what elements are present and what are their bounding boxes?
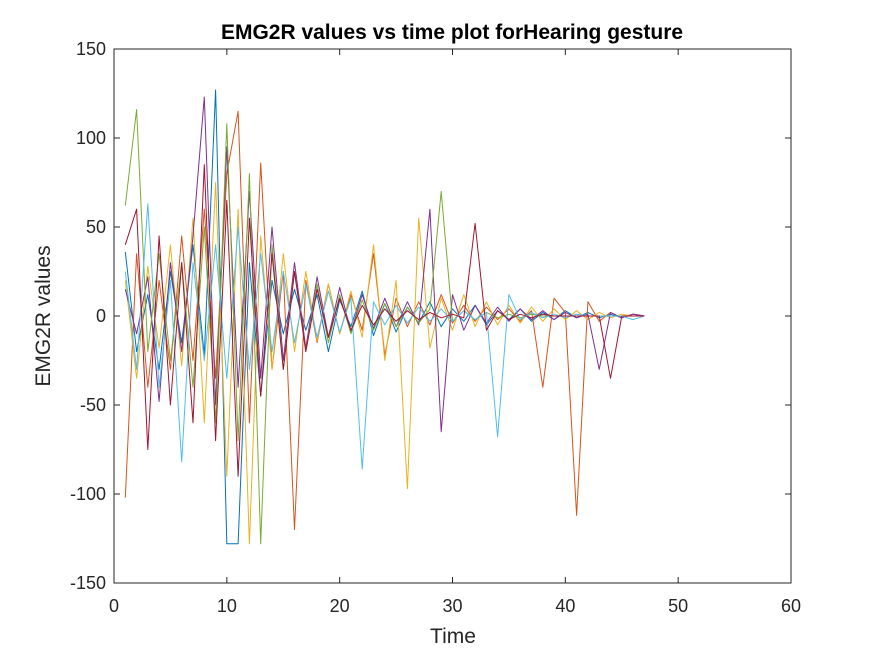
series-line-7 [124, 164, 645, 477]
y-tick-label: 50 [86, 217, 106, 237]
y-tick-label: 100 [76, 128, 106, 148]
x-tick-label: 10 [217, 596, 237, 616]
series-line-2 [124, 110, 645, 531]
series-group [124, 89, 645, 545]
x-tick-label: 20 [330, 596, 350, 616]
y-tick-label: -100 [70, 484, 106, 504]
x-axis: 0 10 20 30 40 50 60 [109, 49, 801, 616]
chart-title: EMG2R values vs time plot forHearing ges… [221, 21, 683, 44]
series-line-6 [124, 203, 645, 470]
x-axis-label: Time [430, 625, 476, 648]
y-tick-label: -150 [70, 573, 106, 593]
y-tick-label: 150 [76, 39, 106, 59]
x-tick-label: 40 [555, 596, 575, 616]
series-line-4 [124, 96, 645, 433]
y-tick-label: -50 [80, 395, 106, 415]
y-tick-label: 0 [96, 306, 106, 326]
x-tick-label: 50 [668, 596, 688, 616]
plot-area [113, 48, 792, 584]
series-line-3 [124, 182, 645, 545]
y-axis-label: EMG2R values [32, 245, 55, 386]
y-axis: -150 -100 -50 0 50 100 150 [70, 39, 791, 593]
x-tick-label: 30 [442, 596, 462, 616]
x-tick-label: 0 [109, 596, 119, 616]
x-tick-label: 60 [781, 596, 801, 616]
